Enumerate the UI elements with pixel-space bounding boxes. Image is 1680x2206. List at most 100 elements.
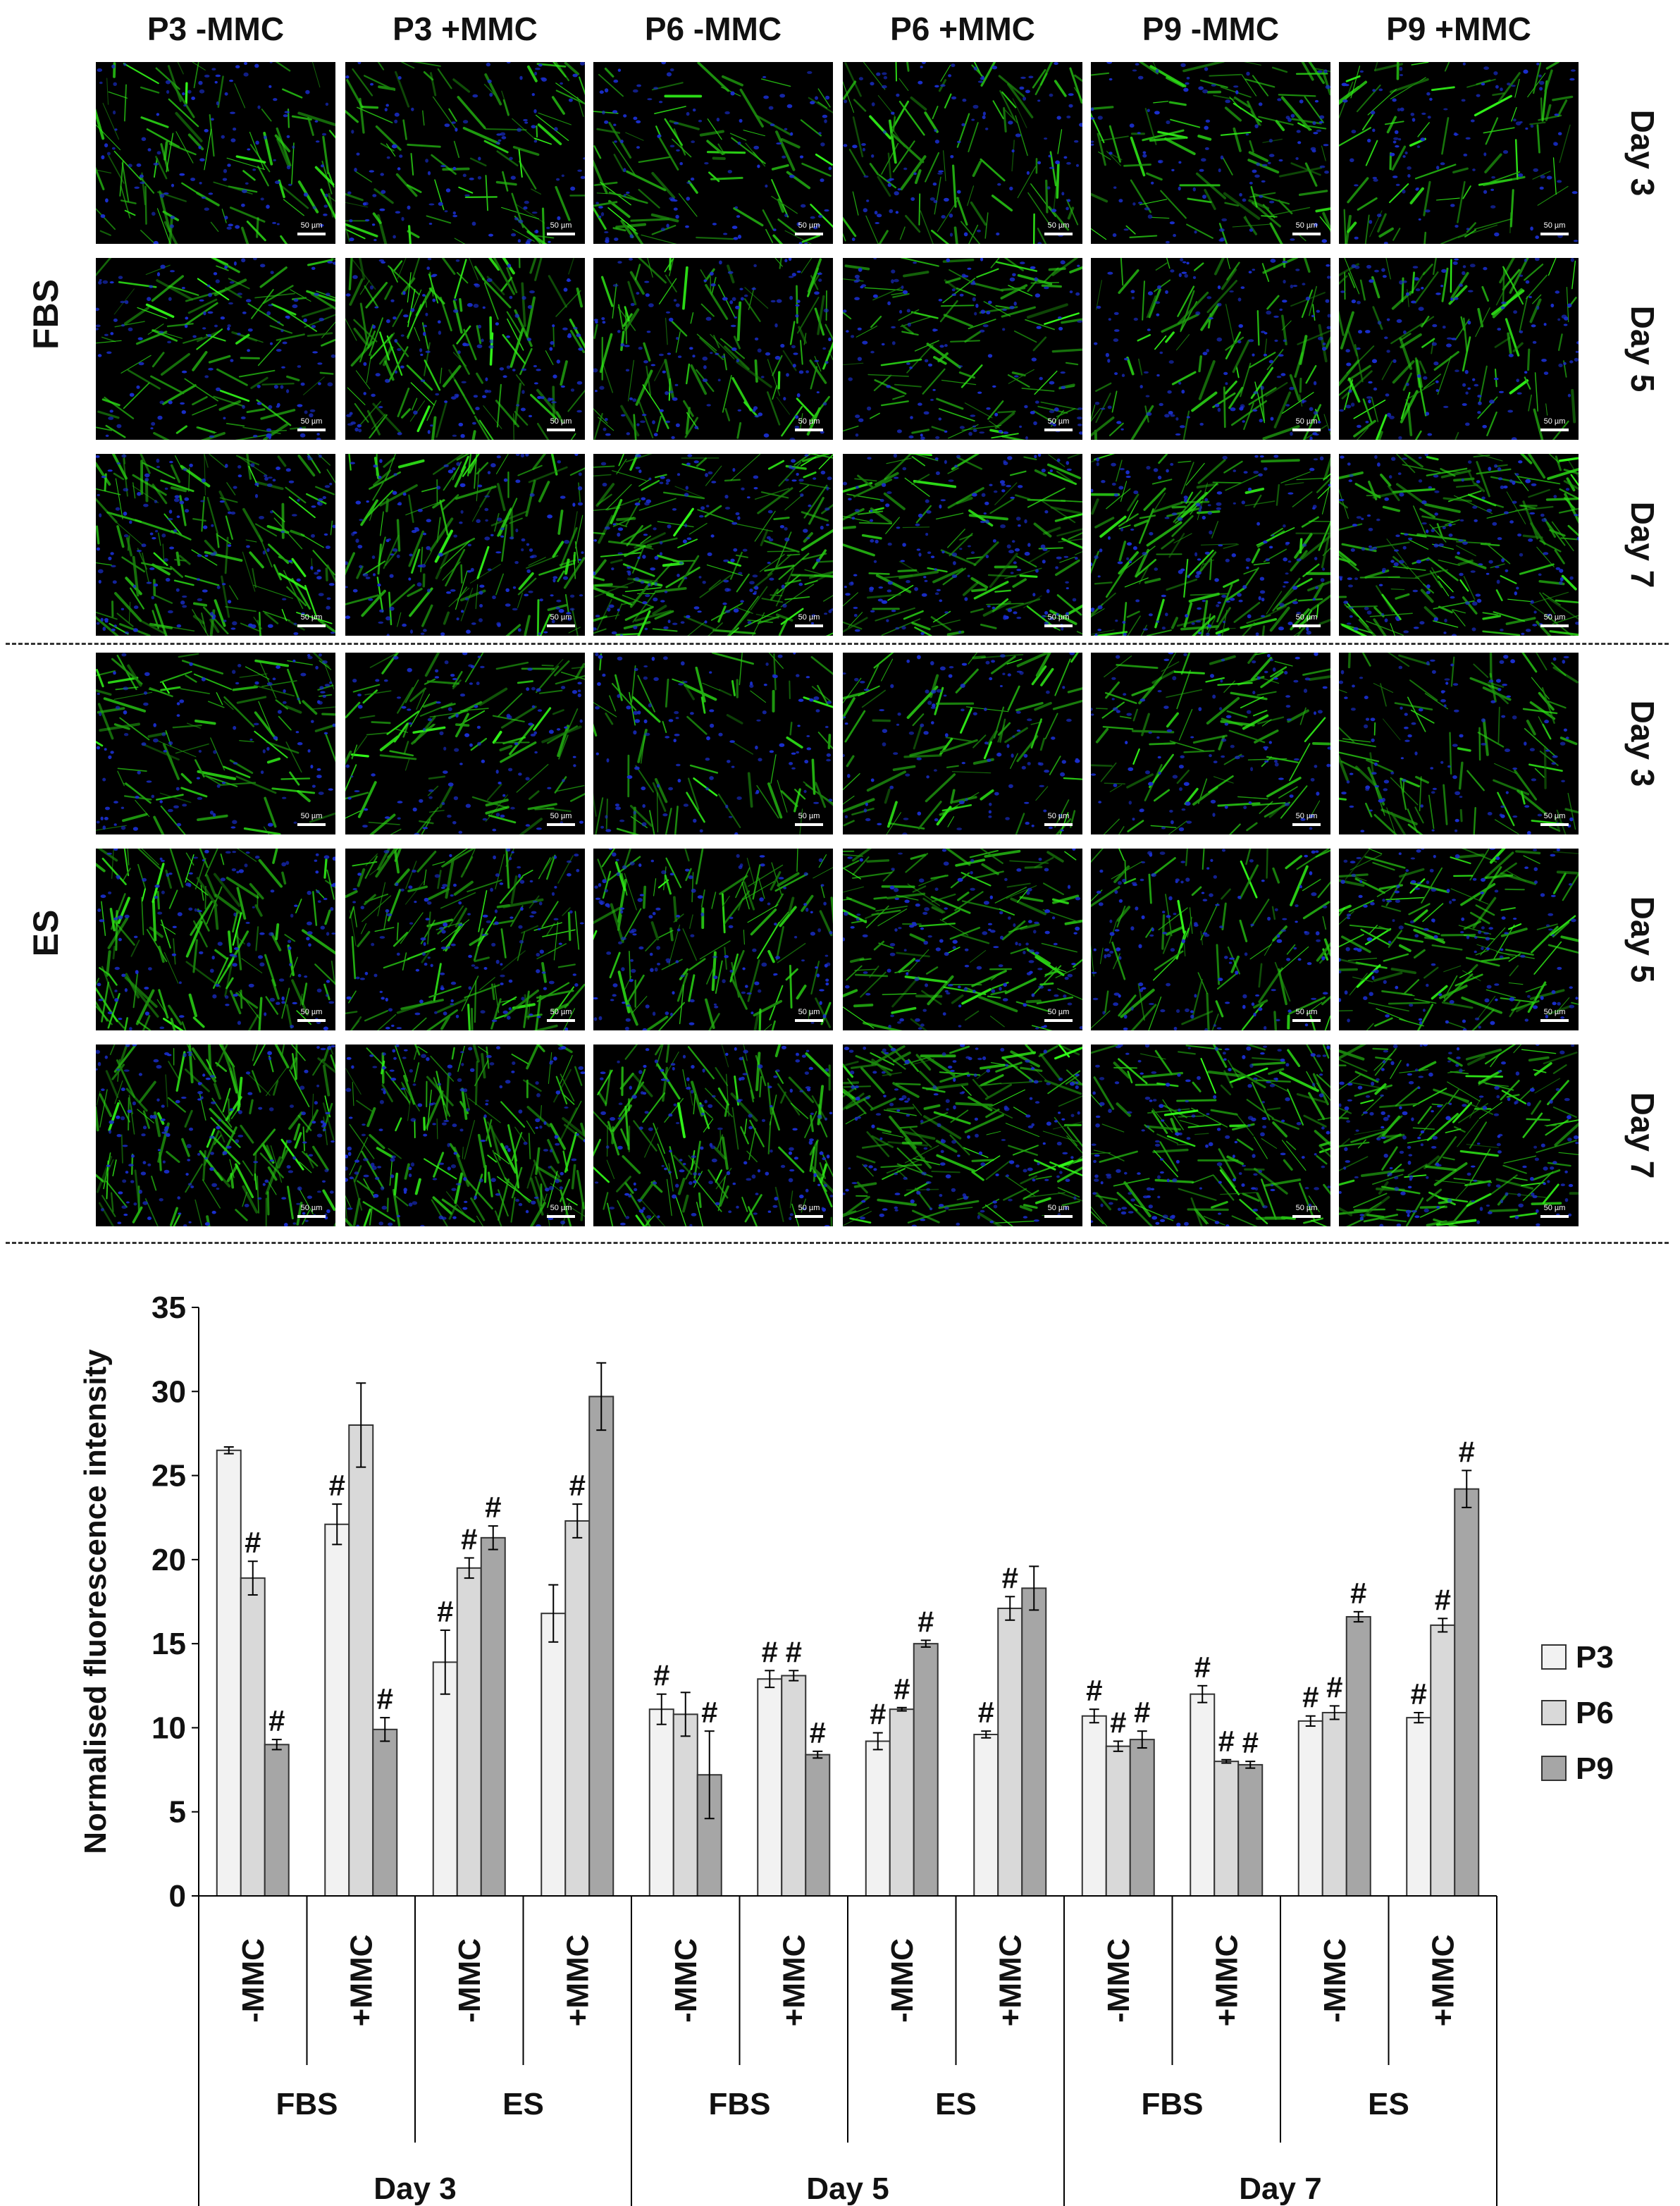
significance-mark: # <box>461 1522 477 1555</box>
bar-p3 <box>432 1661 458 1897</box>
row-label: Day 5 <box>1618 258 1667 440</box>
significance-mark: # <box>786 1635 802 1668</box>
micrograph-image <box>96 62 335 244</box>
scale-bar-label: 50 µm <box>1047 812 1070 820</box>
micrograph-image <box>593 454 833 636</box>
bar-p6 <box>564 1520 591 1897</box>
micrograph: 50 µm <box>593 62 833 244</box>
scale-bar <box>547 233 575 235</box>
scale-bar <box>297 1215 326 1218</box>
scale-bar <box>795 1019 823 1022</box>
micrograph-image <box>345 849 585 1030</box>
micrograph: 50 µm <box>345 849 585 1030</box>
bar-p9 <box>805 1754 831 1897</box>
x-treatment-label: -MMC <box>1318 1938 1352 2023</box>
x-serum-label: FBS <box>709 2087 771 2121</box>
x-treatment-label: -MMC <box>1101 1938 1136 2023</box>
micrograph-image <box>345 454 585 636</box>
x-serum-label: FBS <box>276 2087 338 2121</box>
micrograph: 50 µm <box>1091 62 1330 244</box>
scale-bar <box>1044 233 1073 235</box>
significance-mark: # <box>1326 1670 1342 1703</box>
scale-bar <box>1044 1019 1073 1022</box>
x-treatment-label: +MMC <box>344 1935 378 2027</box>
bar-p9 <box>1454 1488 1480 1897</box>
scale-bar-label: 50 µm <box>550 417 572 426</box>
y-tick-label: 0 <box>169 1879 186 1914</box>
micrograph: 50 µm <box>96 849 335 1030</box>
micrograph: 50 µm <box>96 1045 335 1226</box>
scale-bar <box>1292 823 1321 826</box>
bar-p9 <box>1345 1615 1371 1897</box>
scale-bar <box>1540 1019 1569 1022</box>
bar-p3 <box>865 1740 891 1897</box>
scale-bar-label: 50 µm <box>1295 613 1318 622</box>
row-label-text: Day 3 <box>1624 700 1661 787</box>
micrograph-image <box>345 1045 585 1226</box>
significance-mark: # <box>1435 1583 1451 1616</box>
y-axis-title: Normalised fluorescence intensity <box>78 1349 113 1854</box>
micrograph-image <box>1339 454 1579 636</box>
scale-bar-label: 50 µm <box>550 1204 572 1212</box>
micrograph-image <box>345 258 585 440</box>
y-tick-label: 30 <box>152 1374 186 1409</box>
scale-bar <box>1540 823 1569 826</box>
bar-p3 <box>1406 1717 1432 1897</box>
micrograph: 50 µm <box>345 454 585 636</box>
row-label-text: Day 7 <box>1624 501 1661 589</box>
micrograph-image <box>1091 653 1330 834</box>
bar-p9 <box>264 1744 290 1897</box>
legend-swatch-p9 <box>1541 1756 1567 1781</box>
scale-bar <box>795 624 823 627</box>
scale-bar <box>547 1019 575 1022</box>
row-label: Day 7 <box>1618 454 1667 636</box>
micrograph-image <box>96 454 335 636</box>
scale-bar-label: 50 µm <box>300 221 323 230</box>
micrograph: 50 µm <box>345 258 585 440</box>
micrograph: 50 µm <box>96 454 335 636</box>
y-tick-label: 25 <box>152 1459 186 1493</box>
micrograph-image <box>1091 1045 1330 1226</box>
scale-bar-label: 50 µm <box>798 812 820 820</box>
x-treatment-label: -MMC <box>452 1938 487 2023</box>
micrograph: 50 µm <box>345 1045 585 1226</box>
bar-p9 <box>480 1536 506 1897</box>
bar-p3 <box>324 1523 350 1897</box>
section-divider <box>6 643 1669 645</box>
bar-p6 <box>997 1608 1023 1897</box>
x-treatment-label: -MMC <box>885 1938 920 2023</box>
scale-bar <box>1292 1019 1321 1022</box>
scale-bar-label: 50 µm <box>300 1204 323 1212</box>
micrograph-image <box>593 849 833 1030</box>
scale-bar-label: 50 µm <box>1047 1204 1070 1212</box>
significance-mark: # <box>377 1682 393 1715</box>
micrograph: 50 µm <box>593 653 833 834</box>
column-header: P3 -MMC <box>147 11 285 47</box>
column-header: P9 +MMC <box>1386 11 1531 47</box>
group-label-text: FBS <box>26 279 66 350</box>
group-label: ES <box>0 863 92 1004</box>
y-tick-label: 15 <box>152 1627 186 1661</box>
scale-bar <box>1292 429 1321 431</box>
scale-bar <box>547 823 575 826</box>
micrograph-image <box>843 454 1082 636</box>
scale-bar <box>1044 1215 1073 1218</box>
micrograph-image <box>345 62 585 244</box>
row-label: Day 3 <box>1618 653 1667 834</box>
x-treatment-label: -MMC <box>236 1938 271 2023</box>
micrograph-image <box>1339 258 1579 440</box>
micrograph: 50 µm <box>843 849 1082 1030</box>
significance-mark: # <box>918 1605 934 1638</box>
micrograph: 50 µm <box>593 258 833 440</box>
bar-p6 <box>456 1567 482 1897</box>
x-serum-label: ES <box>502 2087 544 2121</box>
scale-bar-label: 50 µm <box>1295 812 1318 820</box>
row-label: Day 5 <box>1618 849 1667 1030</box>
scale-bar <box>1540 429 1569 431</box>
legend-swatch-p6 <box>1541 1700 1567 1725</box>
scale-bar <box>297 429 326 431</box>
bar-p6 <box>889 1708 915 1897</box>
bar-p6 <box>781 1675 807 1897</box>
micrograph-image <box>345 653 585 834</box>
bar-p9 <box>1021 1587 1047 1897</box>
